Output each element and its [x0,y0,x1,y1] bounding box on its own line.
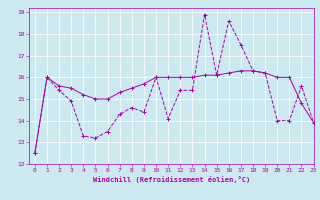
X-axis label: Windchill (Refroidissement éolien,°C): Windchill (Refroidissement éolien,°C) [92,176,250,183]
